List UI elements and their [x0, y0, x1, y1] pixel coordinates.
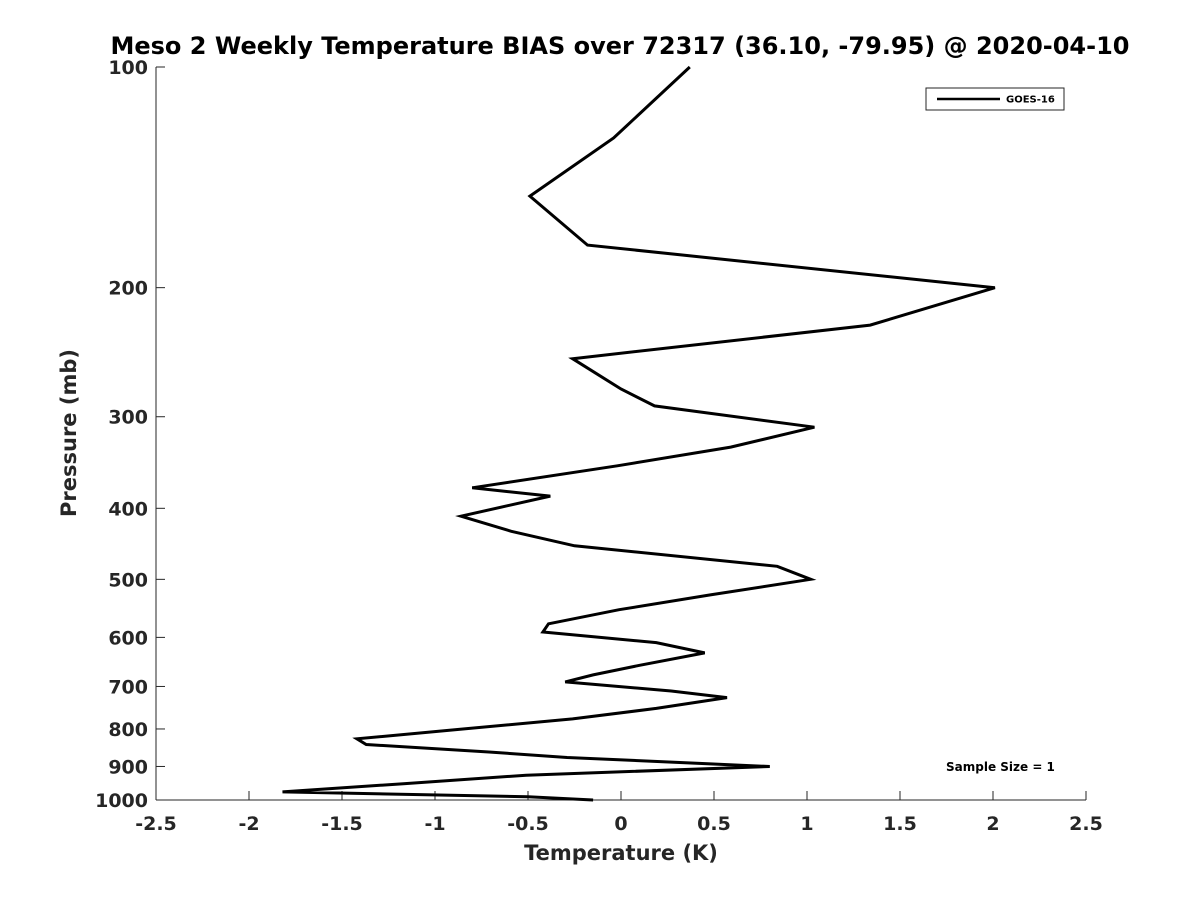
series-layer [282, 65, 996, 802]
x-tick-label: -1 [424, 813, 445, 835]
y-tick-label: 100 [108, 57, 148, 79]
y-tick-label: 300 [108, 407, 148, 429]
x-tick-label: 2.5 [1069, 813, 1103, 835]
y-tick-label: 400 [108, 498, 148, 520]
y-tick-label: 600 [108, 627, 148, 649]
x-tick-label: -2.5 [135, 813, 177, 835]
y-ticks: 100 200 300 400 500 600 700 800 900 1000 [95, 57, 165, 812]
x-tick-label: 0 [614, 813, 627, 835]
x-tick-label: 0.5 [697, 813, 731, 835]
x-axis-label: Temperature (K) [524, 841, 718, 865]
legend-label-goes-16: GOES-16 [1006, 95, 1055, 106]
sample-size-annotation: Sample Size = 1 [946, 760, 1055, 774]
y-tick-label: 200 [108, 278, 148, 300]
x-tick-label: 1 [800, 813, 813, 835]
y-tick-label: 800 [108, 719, 148, 741]
chart-title: Meso 2 Weekly Temperature BIAS over 7231… [110, 32, 1129, 60]
x-tick-label: -2 [238, 813, 259, 835]
y-tick-label: 700 [108, 676, 148, 698]
y-tick-label: 500 [108, 569, 148, 591]
x-tick-label: 1.5 [883, 813, 917, 835]
series-line-goes-16 [282, 65, 996, 802]
y-tick-label: 900 [108, 756, 148, 778]
legend: GOES-16 [925, 87, 1065, 111]
x-tick-label: 2 [986, 813, 999, 835]
x-tick-label: -0.5 [507, 813, 549, 835]
x-ticks: -2.5 -2 -1.5 -1 -0.5 0 0.5 1 1.5 2 2.5 [135, 791, 1103, 835]
y-tick-label: 1000 [95, 790, 148, 812]
x-tick-label: -1.5 [321, 813, 363, 835]
y-axis-label: Pressure (mb) [57, 349, 81, 517]
